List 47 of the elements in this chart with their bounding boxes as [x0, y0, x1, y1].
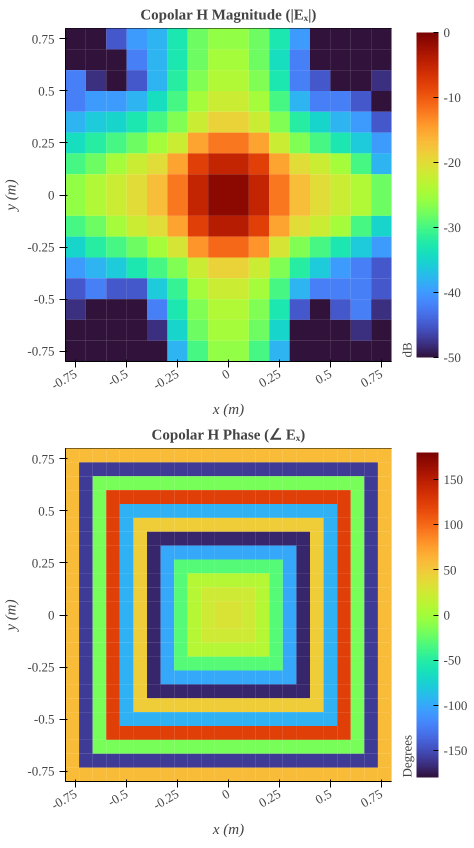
chart-title: Copolar H Phase (∠ Eₓ): [152, 428, 306, 444]
x-tick-label: 0: [219, 366, 232, 382]
y-axis-title: y (m): [3, 179, 20, 213]
color-bar-label: -20: [444, 155, 461, 170]
x-tick-label: 0.75: [358, 786, 386, 810]
color-bar-label: -30: [444, 220, 461, 235]
y-tick-label: 0.75: [32, 451, 54, 466]
y-tick-label: -0.75: [27, 764, 55, 779]
y-axis-title: y (m): [3, 599, 20, 633]
color-bar-label: 150: [444, 472, 463, 488]
y-tick-label: 0.75: [32, 31, 54, 46]
x-tick-label: -0.5: [105, 786, 130, 810]
y-tick-label: 0: [48, 608, 54, 622]
x-tick-label: 0.25: [256, 366, 284, 390]
color-bar-label: -40: [444, 285, 461, 300]
y-tick-label: 0.25: [32, 135, 54, 150]
x-tick-label: -0.25: [150, 366, 182, 393]
y-tick-label: 0: [48, 188, 54, 202]
color-bar-label: 100: [444, 517, 463, 532]
color-bar-title: Degrees: [400, 734, 414, 778]
x-axis-title: x (m): [212, 402, 244, 418]
color-bar-title: dB: [400, 342, 414, 358]
x-tick-label: 0.5: [312, 786, 334, 808]
x-tick-label: -0.25: [150, 786, 182, 813]
x-tick-label: 0.5: [312, 366, 334, 388]
color-bar-label: 0: [444, 608, 450, 622]
color-bar-label: -50: [444, 350, 461, 365]
y-tick-label: 0.5: [38, 503, 54, 518]
x-tick-label: 0.75: [358, 366, 386, 390]
x-axis-title: x (m): [212, 822, 244, 838]
y-tick-label: -0.25: [27, 240, 55, 255]
y-tick-label: -0.25: [27, 660, 55, 675]
color-bar-label: 0: [444, 25, 450, 40]
x-tick-label: 0: [219, 786, 232, 802]
y-tick-label: -0.75: [27, 344, 55, 359]
x-tick-label: 0.25: [256, 786, 284, 810]
color-bar-label: -50: [444, 652, 461, 668]
y-tick-label: -0.5: [34, 712, 55, 727]
color-bar-label: 50: [444, 562, 456, 578]
x-tick-label: -0.5: [105, 366, 130, 390]
color-bar-label: -150: [444, 742, 468, 758]
y-tick-label: -0.5: [34, 292, 55, 307]
chart-title: Copolar H Magnitude (|Eₓ|): [140, 8, 316, 24]
y-tick-label: 0.25: [32, 555, 54, 570]
color-bar-label: -10: [444, 90, 461, 105]
y-tick-label: 0.5: [38, 83, 54, 98]
color-bar-label: -100: [444, 698, 468, 713]
